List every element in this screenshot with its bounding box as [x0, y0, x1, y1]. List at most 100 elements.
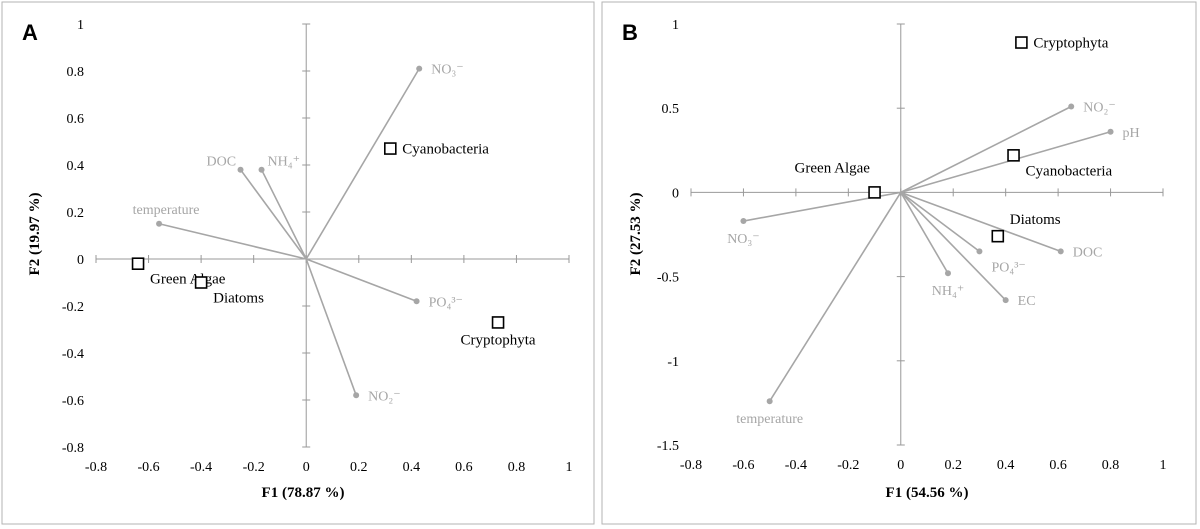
x-tick-label-b: -0.4: [785, 458, 807, 473]
vector-no-a: [305, 68, 420, 260]
x-tick-label-a: -0.2: [243, 460, 265, 475]
vector-ph-b: [900, 131, 1111, 194]
vector-no-a: [305, 258, 357, 396]
variable-label-b: pH: [1123, 126, 1140, 141]
y-tick-label-b: 0: [672, 186, 679, 201]
x-tick-label-a: -0.6: [137, 460, 159, 475]
x-tick-label-b: -0.6: [732, 458, 754, 473]
observation-label-b: Cryptophyta: [1033, 36, 1108, 52]
variable-label-a: NH₄⁺: [268, 155, 301, 170]
y-tick-label-a: 0.2: [67, 206, 85, 221]
variable-label-a: PO₄³⁻: [429, 295, 463, 310]
x-tick-label-b: -0.2: [837, 458, 859, 473]
y-tick-label-a: -0.6: [62, 394, 84, 409]
x-axis-title-a: F1 (78.87 %): [262, 485, 345, 501]
variable-label-b: NO₃⁻: [727, 232, 760, 247]
vector-point-b: [1068, 103, 1075, 110]
variable-label-b: NO₂⁻: [1083, 101, 1116, 116]
variable-label-b: DOC: [1073, 245, 1103, 260]
x-tick-label-b: 0.4: [997, 458, 1015, 473]
variable-label-a: NO₃⁻: [431, 63, 464, 78]
panel-b-letter: B: [622, 20, 638, 45]
observation-marker-a: [194, 276, 208, 289]
observation-marker-a: [131, 257, 145, 271]
vector-point-b: [1002, 297, 1009, 304]
y-tick-label-a: 0.8: [67, 65, 85, 80]
vector-doc-a: [239, 169, 307, 260]
x-tick-label-b: 0: [897, 458, 904, 473]
observation-label-b: Green Algae: [795, 160, 871, 176]
y-tick-label-a: -0.8: [62, 441, 84, 456]
vector-point-b: [740, 218, 747, 225]
x-tick-label-a: 0.8: [508, 460, 526, 475]
y-axis-title-b: F2 (27.53 %): [628, 193, 644, 276]
y-tick-label-a: -0.2: [62, 300, 84, 315]
vector-doc-b: [900, 191, 1062, 253]
variable-label-a: temperature: [133, 203, 200, 218]
vector-point-b: [944, 270, 951, 277]
vector-nh-b: [900, 191, 949, 274]
y-tick-label-a: 0.6: [67, 112, 85, 127]
x-tick-label-a: -0.8: [85, 460, 107, 475]
x-tick-label-a: 0.6: [455, 460, 473, 475]
vector-temperature-b: [768, 191, 902, 402]
y-tick-label-b: -0.5: [657, 271, 679, 286]
variable-label-b: NH₄⁺: [932, 284, 965, 299]
observation-label-a: Cyanobacteria: [402, 142, 489, 158]
vector-point-a: [416, 65, 423, 72]
observation-marker-b: [1007, 149, 1020, 162]
observation-label-a: Diatoms: [213, 291, 264, 307]
x-tick-label-b: 1: [1160, 458, 1167, 473]
x-tick-label-b: 0.2: [944, 458, 962, 473]
y-tick-label-a: 0: [77, 253, 84, 268]
vector-temperature-a: [158, 222, 307, 260]
x-tick-label-a: 1: [566, 460, 573, 475]
observation-marker-a: [384, 142, 397, 155]
x-tick-label-b: -0.8: [680, 458, 702, 473]
y-tick-label-b: -1: [667, 355, 679, 370]
vector-point-b: [1057, 248, 1064, 255]
x-tick-label-a: 0.2: [350, 460, 368, 475]
y-tick-label-b: -1.5: [657, 439, 679, 454]
observation-label-b: Cyanobacteria: [1026, 163, 1113, 179]
panel-a-frame: [1, 1, 595, 525]
observation-label-a: Cryptophyta: [461, 332, 536, 348]
vector-point-b: [976, 248, 983, 255]
observation-label-b: Diatoms: [1010, 212, 1061, 228]
vector-point-a: [237, 166, 244, 173]
variable-label-a: NO₂⁻: [368, 389, 401, 404]
y-tick-label-b: 1: [672, 18, 679, 33]
vector-po-a: [305, 258, 417, 303]
vector-point-a: [353, 392, 360, 399]
y-tick-label-b: 0.5: [662, 102, 680, 117]
y-axis-title-a: F2 (19.97 %): [27, 193, 43, 276]
x-axis-title-b: F1 (54.56 %): [886, 485, 969, 501]
variable-label-b: PO₄³⁻: [991, 260, 1025, 275]
vector-po-b: [900, 191, 980, 252]
vector-nh-a: [260, 169, 307, 260]
x-tick-label-a: 0: [303, 460, 310, 475]
vector-point-a: [413, 298, 420, 305]
y-tick-label-a: 1: [77, 18, 84, 33]
x-tick-label-b: 0.6: [1049, 458, 1067, 473]
observation-marker-b: [1015, 36, 1028, 49]
observation-marker-b: [991, 229, 1005, 243]
vector-ec-b: [900, 191, 1007, 301]
panel-b: B -0.8 -0.6 -0.4 -0.2 0 0.2 0.4 0.6 0.8 1 -1.5 -1 -0…: [601, 1, 1197, 525]
vector-point-a: [156, 220, 163, 227]
y-tick-label-a: 0.4: [67, 159, 85, 174]
panel-b-frame: [601, 1, 1197, 525]
observation-label-a: Green Algae: [150, 272, 226, 288]
x-tick-label-a: -0.4: [190, 460, 212, 475]
variable-label-b: temperature: [736, 412, 803, 427]
vector-no-b: [900, 105, 1072, 194]
variable-label-b: EC: [1018, 294, 1036, 309]
panel-a: A -0.8 -0.6 -0.4 -0.2 0 0.2 0.4 0.6 0.8 1 -0.8 -0.6…: [1, 1, 595, 525]
x-tick-label-b: 0.8: [1102, 458, 1120, 473]
vector-point-a: [258, 166, 265, 173]
vector-point-b: [1107, 128, 1114, 135]
variable-label-a: DOC: [207, 155, 237, 170]
vector-point-b: [766, 398, 773, 405]
observation-marker-a: [491, 316, 505, 329]
